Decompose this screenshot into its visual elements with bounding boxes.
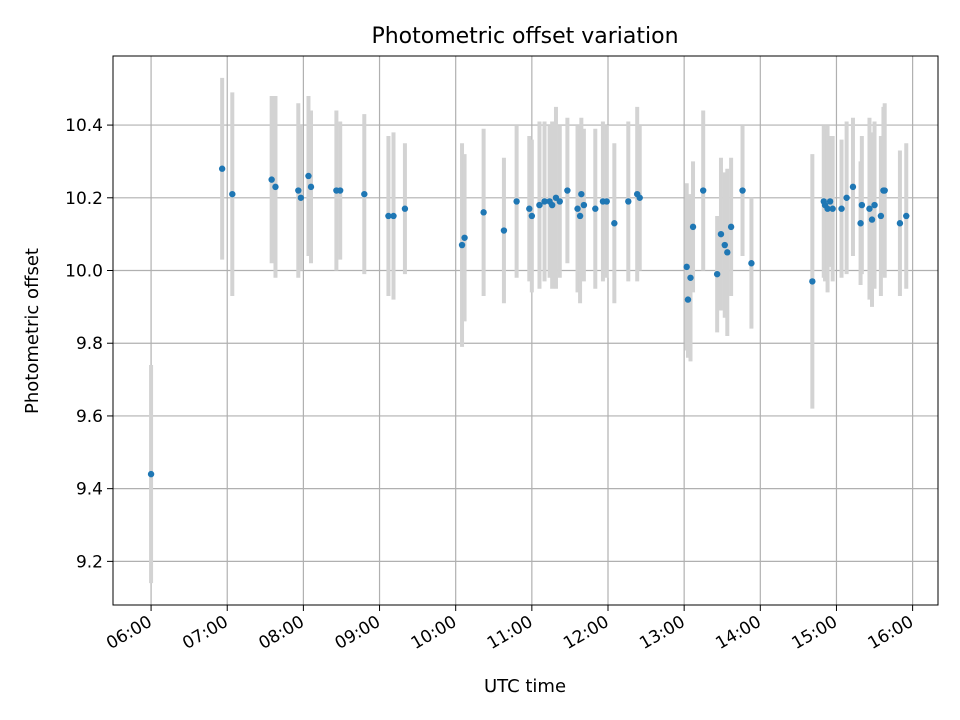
data-point [336, 187, 344, 194]
data-point [578, 190, 585, 198]
data-point [903, 212, 910, 220]
y-tick-label: 10.2 [65, 189, 103, 209]
data-point [580, 201, 588, 209]
data-point [857, 220, 864, 227]
data-point [826, 198, 834, 205]
data-point [748, 260, 755, 267]
data-point [528, 212, 536, 220]
data-point [871, 201, 878, 209]
data-point [564, 187, 571, 194]
chart-title: Photometric offset variation [371, 24, 678, 49]
data-point [684, 296, 692, 303]
data-point [636, 194, 643, 201]
data-point [218, 165, 226, 172]
data-point [548, 201, 556, 209]
data-point [229, 190, 236, 198]
y-axis-label: Photometric offset [22, 248, 43, 414]
data-point [390, 212, 397, 220]
data-point [717, 230, 725, 238]
data-point [849, 183, 857, 191]
data-point [307, 183, 315, 191]
data-point [385, 212, 392, 220]
data-point [829, 205, 836, 212]
data-point [401, 205, 409, 212]
data-point [724, 249, 731, 256]
data-point [699, 187, 707, 194]
y-axis: 9.2 9.4 9.6 9.8 10.0 10.2 10.4 [65, 116, 113, 572]
data-point [305, 172, 312, 180]
data-point [824, 205, 831, 212]
y-tick-label: 10.4 [65, 116, 103, 136]
data-point [556, 198, 563, 205]
data-point [727, 223, 735, 231]
data-point [361, 190, 368, 198]
data-point [295, 187, 302, 194]
data-point [541, 198, 548, 205]
grid [113, 56, 938, 605]
data-point [896, 220, 904, 227]
data-point [458, 241, 466, 249]
y-tick-label: 9.4 [76, 480, 103, 500]
data-point [592, 205, 599, 212]
data-point [611, 220, 618, 227]
y-tick-label: 9.8 [76, 334, 103, 354]
data-point [480, 209, 487, 216]
data-points [147, 165, 910, 478]
data-point [147, 470, 155, 478]
data-point [683, 263, 690, 271]
y-tick-label: 10.0 [65, 262, 103, 282]
data-point [868, 216, 876, 223]
data-point [739, 187, 746, 194]
data-point [461, 234, 468, 241]
data-point [574, 205, 581, 212]
plot-frame [112, 55, 939, 606]
data-point [689, 223, 697, 231]
data-point [866, 205, 873, 212]
data-point [513, 198, 520, 205]
x-axis-label: UTC time [484, 676, 566, 697]
data-point [297, 194, 305, 201]
data-point [687, 274, 694, 281]
data-point [268, 176, 275, 183]
y-tick-label: 9.6 [76, 407, 103, 427]
data-point [536, 201, 543, 209]
data-point [272, 183, 279, 191]
data-point [881, 187, 888, 194]
data-point [576, 212, 584, 220]
data-point [721, 241, 728, 249]
data-point [713, 270, 721, 278]
data-point [843, 194, 850, 201]
data-point [625, 198, 632, 205]
data-point [877, 212, 885, 220]
data-point [603, 198, 610, 205]
data-point [500, 227, 508, 234]
y-tick-label: 9.2 [76, 552, 103, 572]
data-point [526, 205, 533, 212]
data-point [809, 278, 816, 285]
data-point [838, 205, 845, 212]
data-point [858, 201, 866, 209]
